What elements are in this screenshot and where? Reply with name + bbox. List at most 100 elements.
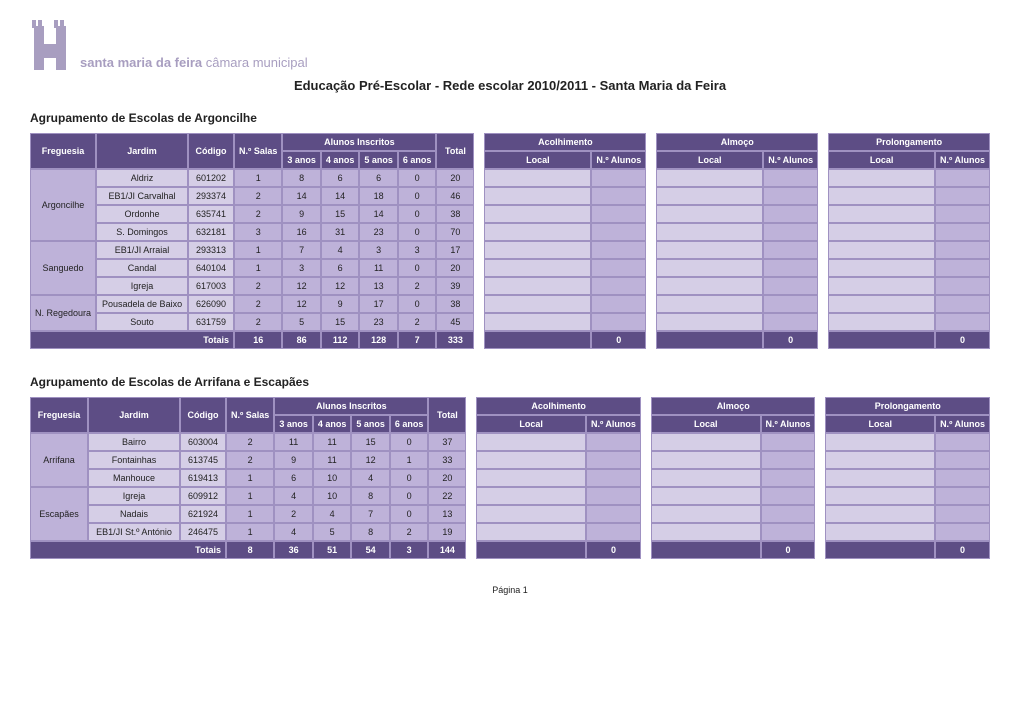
page-footer: Página 1 [30, 585, 990, 595]
service-table-wrap: AcolhimentoLocalN.º Alunos0 [484, 133, 646, 349]
cell-4anos: 6 [321, 259, 360, 277]
table-row: EB1/JI St.º António2464751458219 [30, 523, 466, 541]
cell-salas: 1 [234, 241, 282, 259]
castle-icon [30, 16, 70, 70]
section: Agrupamento de Escolas de Arrifana e Esc… [30, 375, 990, 559]
cell-local [656, 205, 763, 223]
cell-6anos: 0 [390, 505, 429, 523]
totals-total: 144 [428, 541, 466, 559]
cell-local [484, 223, 591, 241]
tables-block: FreguesiaJardimCódigoN.º SalasAlunos Ins… [30, 133, 990, 349]
cell-nalunos [935, 241, 990, 259]
table-row: ArgoncilheAldriz6012021866020 [30, 169, 474, 187]
section: Agrupamento de Escolas de ArgoncilheFreg… [30, 111, 990, 349]
table-row [484, 169, 646, 187]
cell-nalunos [591, 241, 646, 259]
cell-local [476, 523, 586, 541]
table-row [828, 259, 990, 277]
tables-block: FreguesiaJardimCódigoN.º SalasAlunos Ins… [30, 397, 990, 559]
hdr-codigo: Código [188, 133, 234, 169]
cell-local [484, 295, 591, 313]
cell-total: 17 [436, 241, 474, 259]
cell-nalunos [586, 433, 641, 451]
table-row [476, 469, 641, 487]
cell-local [656, 259, 763, 277]
cell-jardim: Bairro [88, 433, 180, 451]
table-row [828, 295, 990, 313]
cell-salas: 2 [226, 433, 274, 451]
cell-salas: 2 [234, 187, 282, 205]
cell-6anos: 0 [390, 433, 429, 451]
cell-6anos: 2 [398, 313, 437, 331]
cell-local [825, 505, 935, 523]
cell-5anos: 3 [359, 241, 398, 259]
cell-5anos: 4 [351, 469, 390, 487]
table-row [484, 277, 646, 295]
cell-total: 22 [428, 487, 466, 505]
cell-total: 20 [436, 169, 474, 187]
cell-salas: 1 [226, 487, 274, 505]
service-table: ProlongamentoLocalN.º Alunos0 [828, 133, 990, 349]
cell-3anos: 9 [274, 451, 313, 469]
table-row [825, 505, 990, 523]
table-row [484, 313, 646, 331]
cell-nalunos [935, 469, 990, 487]
cell-local [484, 259, 591, 277]
table-row [828, 169, 990, 187]
org-name-bold: santa maria da feira [80, 55, 202, 70]
cell-local [656, 277, 763, 295]
hdr-freguesia: Freguesia [30, 397, 88, 433]
service-table: AcolhimentoLocalN.º Alunos0 [484, 133, 646, 349]
cell-nalunos [763, 205, 818, 223]
hdr-6anos: 6 anos [398, 151, 437, 169]
table-row [828, 205, 990, 223]
table-row: Manhouce61941316104020 [30, 469, 466, 487]
cell-6anos: 0 [398, 187, 437, 205]
cell-local [656, 241, 763, 259]
cell-nalunos [591, 295, 646, 313]
cell-nalunos [763, 295, 818, 313]
totals-label: Totais [30, 331, 234, 349]
cell-5anos: 23 [359, 313, 398, 331]
cell-nalunos [935, 259, 990, 277]
cell-local [828, 241, 935, 259]
cell-freguesia: N. Regedoura [30, 295, 96, 331]
cell-salas: 2 [226, 451, 274, 469]
cell-local [825, 433, 935, 451]
cell-5anos: 7 [351, 505, 390, 523]
totals-salas: 16 [234, 331, 282, 349]
totals-nalunos: 0 [591, 331, 646, 349]
hdr-alunos-inscritos: Alunos Inscritos [282, 133, 436, 151]
cell-local [651, 451, 761, 469]
table-row [651, 487, 816, 505]
hdr-service: Acolhimento [476, 397, 641, 415]
cell-nalunos [935, 277, 990, 295]
table-row [656, 313, 818, 331]
cell-local [484, 169, 591, 187]
totals-local [651, 541, 761, 559]
cell-salas: 1 [234, 169, 282, 187]
table-row [656, 187, 818, 205]
cell-local [825, 487, 935, 505]
table-row: EB1/JI Carvalhal2933742141418046 [30, 187, 474, 205]
cell-local [651, 433, 761, 451]
cell-nalunos [935, 187, 990, 205]
cell-5anos: 8 [351, 487, 390, 505]
cell-4anos: 4 [313, 505, 352, 523]
hdr-local: Local [476, 415, 586, 433]
cell-total: 38 [436, 205, 474, 223]
service-table: AlmoçoLocalN.º Alunos0 [651, 397, 816, 559]
cell-4anos: 11 [313, 451, 352, 469]
service-table-wrap: ProlongamentoLocalN.º Alunos0 [825, 397, 990, 559]
table-row: N. RegedouraPousadela de Baixo6260902129… [30, 295, 474, 313]
cell-3anos: 11 [274, 433, 313, 451]
cell-jardim: Souto [96, 313, 188, 331]
totals-local [476, 541, 586, 559]
cell-nalunos [761, 505, 816, 523]
cell-local [825, 469, 935, 487]
totals-label: Totais [30, 541, 226, 559]
table-row [825, 469, 990, 487]
hdr-local: Local [484, 151, 591, 169]
table-row [484, 223, 646, 241]
table-row [476, 505, 641, 523]
